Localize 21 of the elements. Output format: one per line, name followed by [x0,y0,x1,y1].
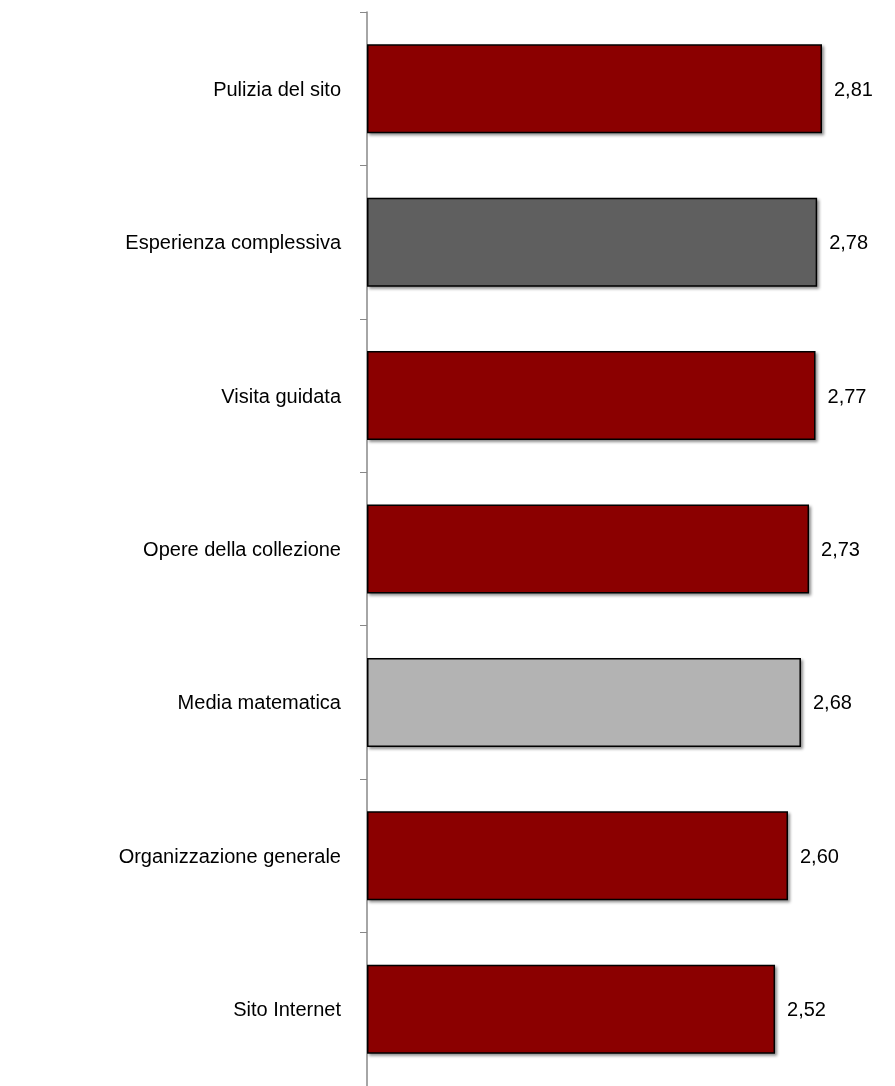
y-tick-label: Opere della collezione [143,538,341,560]
y-tick-label: Esperienza complessiva [125,231,342,254]
data-label: 2,78 [829,231,869,254]
bar [367,964,776,1054]
data-label: 2,77 [827,384,867,407]
y-tick-label: Organizzazione generale [118,844,341,867]
data-label: 2,81 [834,77,873,100]
data-label: 2,60 [800,844,839,867]
bar [367,44,822,134]
bar [367,504,810,594]
y-tick-label: Visita guidata [221,384,342,407]
bar [367,351,816,441]
y-tick-label: Pulizia del sito [213,77,341,100]
data-label: 2,52 [787,998,826,1021]
bar [367,657,801,747]
y-tick-label: Sito Internet [233,998,342,1021]
y-tick-label: Media matematica [177,691,342,714]
bar [367,197,818,287]
data-label: 2,73 [821,538,860,560]
bar [367,811,788,901]
data-label: 2,68 [812,691,852,714]
